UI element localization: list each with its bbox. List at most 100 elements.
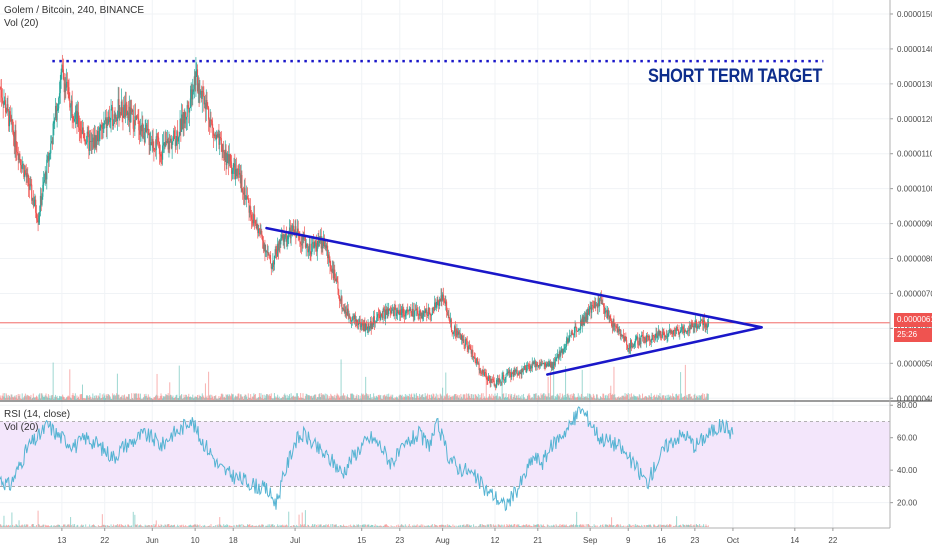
- price-axis[interactable]: 0.000015000.000014000.000013000.00001200…: [890, 10, 932, 403]
- candle-body: [337, 282, 338, 290]
- candle-body: [485, 372, 486, 373]
- rsi-volume-bar: [137, 524, 138, 527]
- candle-body: [125, 103, 126, 117]
- candle-body: [422, 316, 423, 319]
- candle-body: [611, 321, 612, 326]
- candle-body: [472, 350, 473, 358]
- candle-body: [208, 108, 209, 120]
- candle-body: [480, 370, 481, 373]
- candle-body: [207, 107, 208, 108]
- rsi-volume-bar: [241, 524, 242, 527]
- candle-body: [72, 101, 73, 117]
- candle-body: [319, 241, 320, 243]
- volume-bar: [685, 365, 686, 400]
- candle-body: [36, 213, 37, 219]
- candle-body: [46, 160, 47, 180]
- symbol-line: Golem / Bitcoin, 240, BINANCE: [4, 4, 144, 17]
- candle-body: [579, 330, 580, 331]
- candle-body: [499, 379, 500, 383]
- candle-body: [651, 340, 652, 341]
- candle-body: [360, 326, 361, 327]
- rsi-volume-legend: Vol (20): [4, 421, 70, 434]
- triangle-lower-trendline[interactable]: [547, 327, 761, 374]
- candle-body: [265, 252, 266, 253]
- rsi-volume-bar: [501, 525, 502, 527]
- candle-body: [13, 131, 14, 137]
- candle-body: [496, 380, 497, 388]
- candle-body: [262, 237, 263, 241]
- candle-body: [103, 124, 104, 125]
- rsi-volume-bar: [454, 526, 455, 527]
- candle-body: [49, 153, 50, 161]
- candle-body: [413, 309, 414, 317]
- candle-body: [229, 154, 230, 161]
- rsi-volume-bar: [349, 525, 350, 527]
- candle-body: [22, 165, 23, 169]
- candle-body: [199, 83, 200, 94]
- rsi-volume-bar: [671, 525, 672, 527]
- candle-body: [374, 316, 375, 323]
- candle-body: [255, 220, 256, 224]
- rsi-volume-bar: [632, 525, 633, 527]
- price-tick-label: 0.00000900: [897, 220, 932, 229]
- candle-body: [163, 143, 164, 145]
- candle-body: [436, 306, 437, 307]
- candle-body: [41, 197, 42, 205]
- candle-body: [250, 206, 251, 214]
- candle-body: [293, 226, 294, 232]
- candle-body: [690, 322, 691, 329]
- rsi-volume-bar: [12, 525, 13, 527]
- candle-body: [7, 104, 8, 109]
- candle-body: [425, 312, 426, 313]
- rsi-volume-bar: [577, 525, 578, 527]
- triangle-upper-trendline[interactable]: [267, 228, 762, 327]
- candle-body: [414, 310, 415, 316]
- candle-body: [574, 332, 575, 335]
- rsi-volume-bar: [133, 512, 134, 527]
- rsi-volume-bar: [263, 525, 264, 527]
- candle-body: [211, 121, 212, 124]
- candle-body: [634, 343, 635, 346]
- candle-body: [43, 182, 44, 185]
- candle-body: [663, 332, 664, 333]
- candle-body: [504, 380, 505, 381]
- candle-body: [206, 100, 207, 107]
- rsi-volume-bar: [358, 524, 359, 527]
- candle-body: [223, 150, 224, 152]
- candle-body: [391, 310, 392, 314]
- candle-body: [84, 133, 85, 139]
- candle-body: [329, 259, 330, 266]
- candle-body: [483, 370, 484, 373]
- candle-body: [160, 154, 161, 156]
- candle-body: [593, 306, 594, 307]
- candle-body: [245, 188, 246, 200]
- candle-body: [517, 370, 518, 375]
- candle-body: [533, 362, 534, 364]
- candle-body: [27, 173, 28, 175]
- candle-body: [680, 330, 681, 332]
- price-candles: [0, 55, 709, 390]
- rsi-volume-bar: [708, 525, 709, 527]
- candle-body: [317, 246, 318, 252]
- volume-bar: [582, 370, 583, 400]
- candle-body: [548, 363, 549, 366]
- candle-body: [367, 328, 368, 329]
- rsi-volume-bar: [77, 525, 78, 527]
- price-tick-label: 0.00000500: [897, 359, 932, 368]
- candle-body: [210, 120, 211, 121]
- candle-body: [104, 121, 105, 125]
- candle-body: [230, 161, 231, 164]
- candle-body: [633, 345, 634, 346]
- volume-legend: Vol (20): [4, 17, 144, 30]
- candle-body: [174, 130, 175, 139]
- candle-body: [68, 82, 69, 87]
- candle-body: [153, 139, 154, 148]
- candle-body: [172, 142, 173, 149]
- candle-body: [579, 329, 580, 330]
- rsi-volume-bar: [613, 525, 614, 527]
- candle-body: [583, 320, 584, 325]
- candle-body: [564, 347, 565, 348]
- time-tick-label: 18: [229, 536, 238, 545]
